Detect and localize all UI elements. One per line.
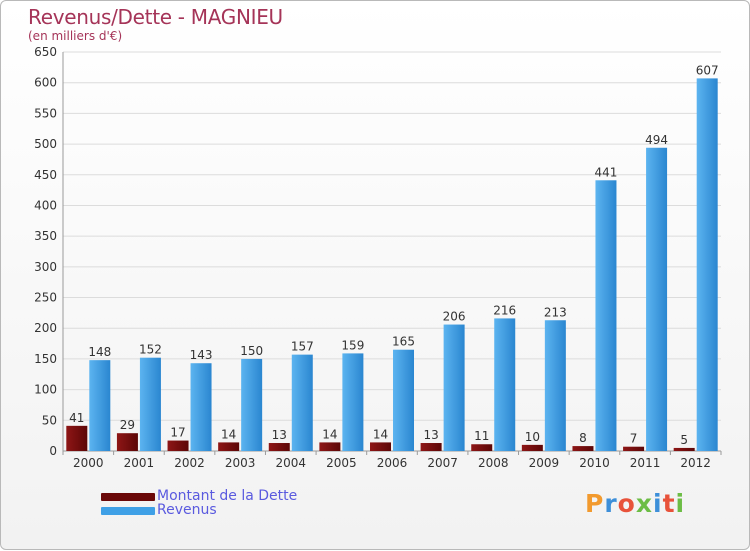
x-tick-label: 2006 <box>377 456 408 470</box>
y-tick-label: 450 <box>34 168 57 182</box>
bar-revenue <box>494 318 516 451</box>
x-tick-label: 2011 <box>630 456 661 470</box>
y-tick-label: 350 <box>34 229 57 243</box>
y-tick-label: 500 <box>34 137 57 151</box>
data-label-debt: 7 <box>630 432 638 446</box>
logo-letter: i <box>675 489 686 518</box>
data-label-debt: 10 <box>525 430 540 444</box>
logo-letter: P <box>585 489 605 518</box>
data-label-revenue: 148 <box>88 345 111 359</box>
y-tick-label: 600 <box>34 76 57 90</box>
x-tick-label: 2012 <box>680 456 711 470</box>
logo-letter: x <box>635 489 653 518</box>
data-label-revenue: 157 <box>291 340 314 354</box>
data-label-debt: 8 <box>579 431 587 445</box>
y-tick-label: 250 <box>34 291 57 305</box>
bar-revenue <box>291 354 313 451</box>
data-label-debt: 11 <box>474 429 489 443</box>
bar-revenue <box>595 180 617 452</box>
data-label-debt: 14 <box>221 427 236 441</box>
bar-debt <box>471 444 493 451</box>
legend-item-revenue: Revenus <box>101 502 361 518</box>
bar-debt <box>116 433 138 451</box>
x-tick-label: 2004 <box>275 456 306 470</box>
bar-revenue <box>89 360 111 451</box>
x-tick-label: 2002 <box>174 456 205 470</box>
logo-letter: o <box>617 489 636 518</box>
data-label-debt: 29 <box>120 418 135 432</box>
legend-label-revenue: Revenus <box>157 502 217 518</box>
logo-letter: i <box>653 489 663 518</box>
bar-debt <box>370 442 391 451</box>
x-tick-label: 2008 <box>478 456 509 470</box>
data-label-revenue: 441 <box>595 165 618 179</box>
data-label-debt: 5 <box>680 433 688 447</box>
bar-debt <box>572 446 594 451</box>
bar-debt <box>319 442 341 451</box>
bar-debt <box>66 425 88 451</box>
x-tick-label: 2005 <box>326 456 357 470</box>
x-tick-label: 2000 <box>73 456 104 470</box>
data-label-debt: 13 <box>423 428 438 442</box>
legend-item-debt: Montant de la Dette <box>101 488 361 504</box>
data-label-revenue: 165 <box>392 335 415 349</box>
bar-revenue <box>696 78 718 451</box>
data-label-revenue: 607 <box>696 63 719 77</box>
chart-title: Revenus/Dette - MAGNIEU <box>28 5 283 29</box>
y-tick-label: 200 <box>34 321 57 335</box>
y-tick-label: 550 <box>34 106 57 120</box>
logo-letter: r <box>604 489 618 518</box>
bar-debt <box>218 442 240 451</box>
y-tick-label: 100 <box>34 383 57 397</box>
bar-debt <box>623 446 645 451</box>
data-label-debt: 13 <box>272 428 287 442</box>
bar-debt <box>167 440 189 451</box>
y-tick-label: 50 <box>42 413 57 427</box>
bar-revenue <box>190 363 212 451</box>
x-tick-label: 2010 <box>579 456 610 470</box>
bar-revenue <box>646 147 668 451</box>
data-label-debt: 17 <box>170 426 185 440</box>
x-tick-label: 2003 <box>225 456 256 470</box>
data-label-revenue: 216 <box>493 303 516 317</box>
bar-debt <box>673 447 695 451</box>
bar-debt <box>420 443 442 451</box>
data-label-revenue: 213 <box>544 305 567 319</box>
y-tick-label: 0 <box>49 444 57 458</box>
data-label-revenue: 494 <box>645 133 668 147</box>
bar-revenue <box>393 349 414 451</box>
data-label-debt: 14 <box>322 427 337 441</box>
y-tick-label: 300 <box>34 260 57 274</box>
y-tick-label: 150 <box>34 352 57 366</box>
data-label-revenue: 143 <box>190 348 213 362</box>
data-label-revenue: 150 <box>240 344 263 358</box>
y-tick-label: 400 <box>34 198 57 212</box>
bar-revenue <box>443 324 465 451</box>
data-label-revenue: 152 <box>139 343 162 357</box>
bar-debt <box>268 443 290 451</box>
logo-letter: t <box>662 489 676 518</box>
data-label-debt: 14 <box>373 427 388 441</box>
y-tick-label: 650 <box>34 45 57 59</box>
x-tick-label: 2009 <box>529 456 560 470</box>
proxiti-logo: Proxiti <box>585 489 685 518</box>
x-tick-label: 2001 <box>124 456 155 470</box>
bar-revenue <box>342 353 364 451</box>
data-label-debt: 41 <box>69 411 84 425</box>
chart-subtitle: (en milliers d'€) <box>28 29 123 43</box>
legend-swatch-debt <box>101 493 155 501</box>
bar-revenue <box>544 320 566 451</box>
legend-label-debt: Montant de la Dette <box>157 488 298 504</box>
data-label-revenue: 159 <box>341 338 364 352</box>
bar-revenue <box>139 357 161 451</box>
bar-revenue <box>241 358 263 451</box>
bar-debt <box>521 444 543 451</box>
data-label-revenue: 206 <box>443 310 466 324</box>
legend-swatch-revenue <box>101 507 155 515</box>
x-tick-label: 2007 <box>427 456 458 470</box>
